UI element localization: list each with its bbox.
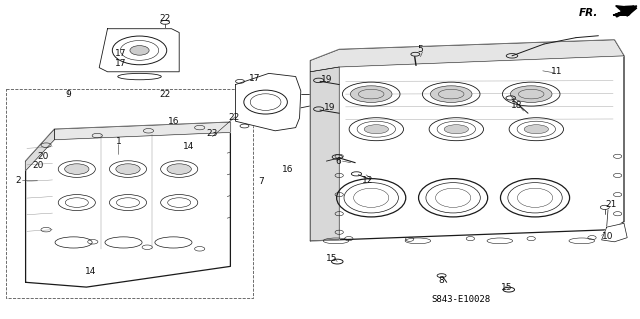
Text: 22: 22 xyxy=(159,14,171,23)
Text: FR.: FR. xyxy=(579,8,598,18)
Text: 12: 12 xyxy=(362,176,374,185)
Text: 14: 14 xyxy=(183,142,195,151)
Polygon shape xyxy=(602,223,627,242)
Text: 22: 22 xyxy=(228,113,239,122)
Ellipse shape xyxy=(444,125,468,134)
Text: 22: 22 xyxy=(159,90,171,99)
Text: 16: 16 xyxy=(168,117,180,126)
Text: 17: 17 xyxy=(249,74,260,83)
Text: 20: 20 xyxy=(33,161,44,170)
Text: 21: 21 xyxy=(605,200,617,209)
Ellipse shape xyxy=(167,164,191,174)
Ellipse shape xyxy=(430,86,472,102)
Polygon shape xyxy=(236,73,301,131)
Ellipse shape xyxy=(116,164,140,174)
Text: 20: 20 xyxy=(37,152,49,161)
Text: 2: 2 xyxy=(15,176,20,185)
Text: 19: 19 xyxy=(324,103,335,112)
Text: S843-E10028: S843-E10028 xyxy=(431,295,490,304)
Text: 17: 17 xyxy=(115,49,126,58)
Text: 7: 7 xyxy=(259,177,264,186)
Polygon shape xyxy=(54,122,230,140)
Polygon shape xyxy=(26,129,54,171)
Text: 14: 14 xyxy=(85,267,97,276)
Polygon shape xyxy=(99,29,179,72)
Polygon shape xyxy=(614,6,637,15)
Polygon shape xyxy=(310,40,624,72)
Text: 8: 8 xyxy=(439,276,444,285)
Text: 16: 16 xyxy=(282,165,294,174)
Polygon shape xyxy=(613,6,636,15)
Ellipse shape xyxy=(524,125,548,134)
Ellipse shape xyxy=(364,125,388,134)
Text: 15: 15 xyxy=(501,283,513,292)
Text: 18: 18 xyxy=(511,101,523,110)
Ellipse shape xyxy=(351,86,392,102)
Ellipse shape xyxy=(130,46,149,55)
Polygon shape xyxy=(26,122,230,287)
Polygon shape xyxy=(616,6,637,16)
Polygon shape xyxy=(310,40,624,241)
Text: 9: 9 xyxy=(66,90,71,99)
Text: 19: 19 xyxy=(321,75,332,84)
Text: 17: 17 xyxy=(115,59,126,68)
Polygon shape xyxy=(310,67,339,241)
Ellipse shape xyxy=(510,86,552,102)
Text: 15: 15 xyxy=(326,254,337,263)
Text: 1: 1 xyxy=(116,137,121,146)
Text: 23: 23 xyxy=(207,130,218,138)
Text: 11: 11 xyxy=(551,67,563,76)
Text: 5: 5 xyxy=(417,45,422,54)
Ellipse shape xyxy=(65,164,89,174)
Text: 10: 10 xyxy=(602,232,614,241)
Text: 6: 6 xyxy=(335,157,340,166)
